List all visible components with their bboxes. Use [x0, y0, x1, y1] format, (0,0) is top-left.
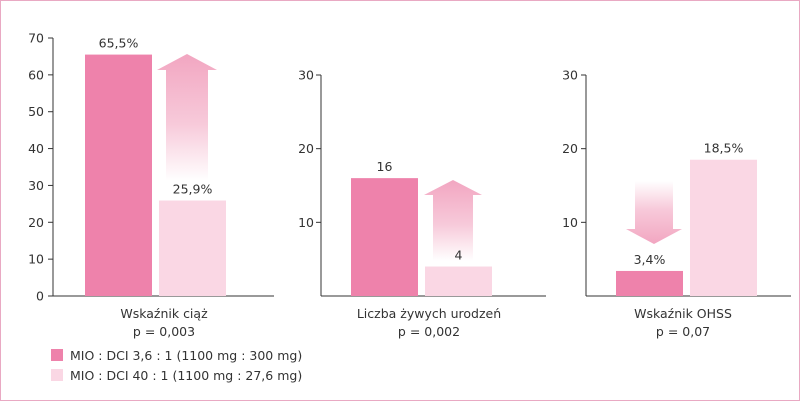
x-axis-label: Wskaźnik ciąż [120, 306, 208, 321]
legend-swatch [51, 369, 63, 381]
y-tick-label: 30 [298, 68, 314, 83]
x-axis-label: Liczba żywych urodzeń [357, 306, 501, 321]
data-label: 3,4% [634, 252, 666, 267]
data-label: 65,5% [99, 36, 139, 51]
data-label: 16 [377, 159, 393, 174]
data-label: 18,5% [704, 141, 744, 156]
y-tick-label: 20 [298, 141, 314, 156]
y-tick-label: 20 [562, 141, 578, 156]
legend-label: MIO : DCI 3,6 : 1 (1100 mg : 300 mg) [70, 347, 303, 363]
y-tick-label: 10 [28, 252, 44, 267]
bar [85, 54, 152, 297]
y-tick-label: 50 [28, 104, 44, 119]
legend-item: MIO : DCI 40 : 1 (1100 mg : 27,6 mg) [51, 365, 302, 385]
x-axis-label: Wskaźnik OHSS [634, 306, 732, 321]
y-tick-label: 0 [36, 289, 44, 304]
bar [425, 266, 492, 296]
arrow-up-icon [424, 180, 482, 261]
y-tick-label: 70 [28, 31, 44, 46]
legend: MIO : DCI 3,6 : 1 (1100 mg : 300 mg) MIO… [51, 345, 302, 385]
legend-label: MIO : DCI 40 : 1 (1100 mg : 27,6 mg) [70, 367, 303, 383]
data-label: 4 [455, 248, 463, 263]
legend-swatch [51, 349, 63, 361]
legend-item: MIO : DCI 3,6 : 1 (1100 mg : 300 mg) [51, 345, 302, 365]
bar [159, 200, 226, 296]
bar [351, 178, 418, 296]
y-tick-label: 20 [28, 215, 44, 230]
y-tick-label: 60 [28, 67, 44, 82]
arrow-down-icon [626, 181, 682, 244]
y-tick-label: 10 [298, 215, 314, 230]
bar [690, 159, 757, 296]
data-label: 25,9% [173, 182, 213, 197]
p-value-label: p = 0,003 [133, 324, 195, 339]
p-value-label: p = 0,002 [398, 324, 460, 339]
arrow-up-icon [157, 54, 217, 181]
y-tick-label: 30 [28, 178, 44, 193]
y-tick-label: 30 [562, 68, 578, 83]
p-value-label: p = 0,07 [656, 324, 710, 339]
y-tick-label: 10 [562, 215, 578, 230]
y-tick-label: 40 [28, 141, 44, 156]
bar [616, 270, 683, 296]
